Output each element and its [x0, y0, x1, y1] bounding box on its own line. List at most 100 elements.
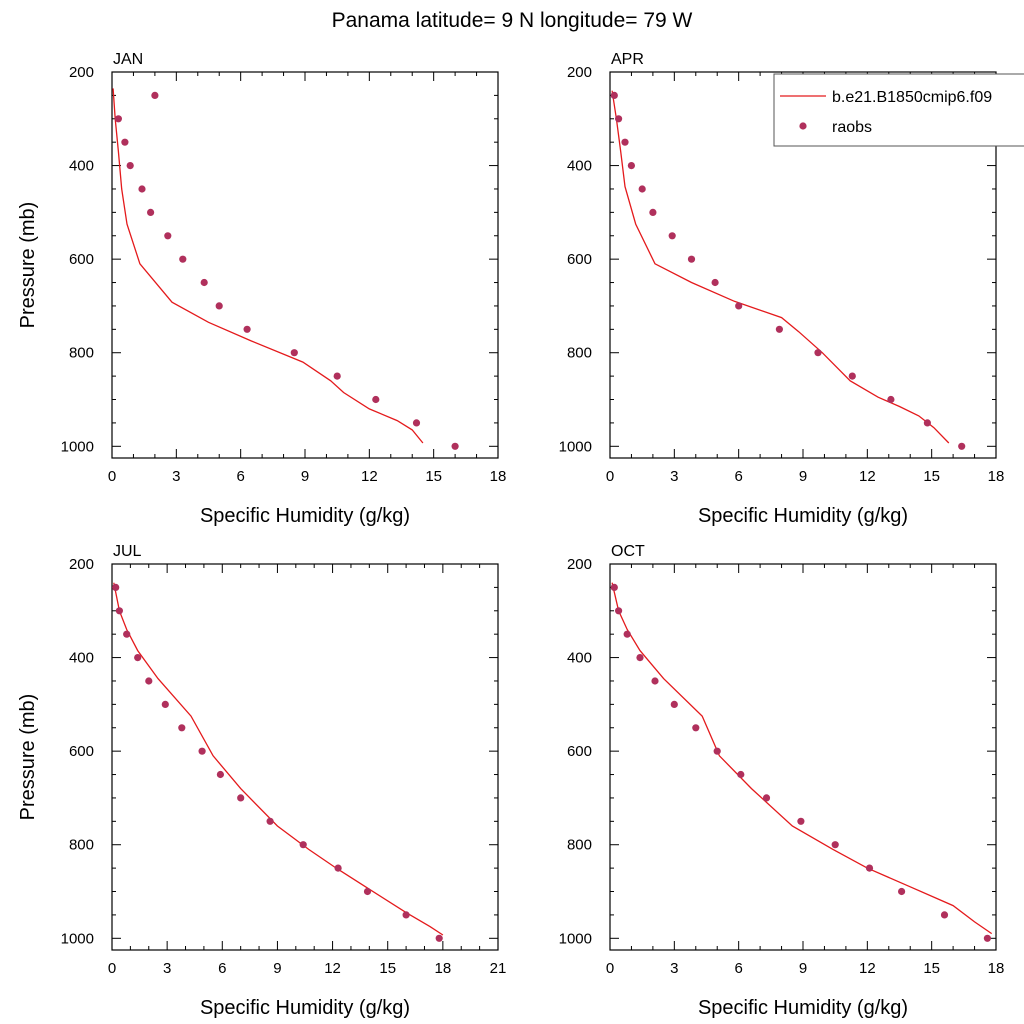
raobs-point	[151, 91, 159, 99]
x-tick-label: 6	[734, 960, 742, 977]
raobs-point	[147, 208, 155, 216]
x-axis-label: Specific Humidity (g/kg)	[200, 997, 410, 1019]
raobs-point	[115, 607, 123, 615]
y-tick-label: 800	[69, 837, 94, 854]
x-tick-label: 3	[670, 468, 678, 485]
raobs-point	[831, 841, 839, 849]
x-tick-label: 21	[490, 960, 507, 977]
y-tick-label: 600	[69, 743, 94, 760]
y-tick-label: 200	[567, 556, 592, 573]
x-tick-label: 9	[799, 468, 807, 485]
x-tick-label: 18	[988, 960, 1005, 977]
x-tick-label: 15	[425, 468, 442, 485]
x-tick-label: 18	[490, 468, 507, 485]
raobs-point	[237, 794, 245, 802]
x-tick-label: 18	[988, 468, 1005, 485]
y-tick-label: 1000	[61, 930, 94, 947]
raobs-point	[299, 841, 307, 849]
legend-dot-swatch	[799, 122, 807, 130]
x-tick-label: 9	[273, 960, 281, 977]
figure-title: Panama latitude= 9 N longitude= 79 W	[332, 9, 693, 32]
legend-box	[773, 73, 1024, 147]
raobs-point	[692, 724, 700, 732]
y-tick-label: 400	[69, 158, 94, 175]
panel-label: OCT	[611, 543, 645, 560]
x-tick-label: 3	[670, 960, 678, 977]
raobs-point	[290, 349, 298, 357]
y-tick-label: 600	[567, 743, 592, 760]
x-tick-label: 3	[172, 468, 180, 485]
x-tick-label: 0	[606, 960, 614, 977]
raobs-point	[687, 255, 696, 263]
x-tick-label: 15	[923, 960, 940, 977]
model-line	[611, 90, 950, 444]
raobs-point	[983, 934, 992, 942]
x-tick-label: 12	[324, 960, 341, 977]
raobs-point	[610, 583, 618, 592]
raobs-point	[114, 115, 122, 123]
raobs-point	[651, 677, 659, 685]
panel-jan: 0 3 6 9 12 15 18 200 400 600 800 1000 JAN Specific Hu…	[17, 51, 506, 527]
raobs-point	[649, 208, 657, 216]
raobs-point	[412, 419, 421, 427]
raobs-point	[215, 302, 223, 310]
raobs-point	[615, 115, 623, 123]
legend-obs-label: raobs	[832, 119, 872, 136]
y-tick-label: 800	[567, 837, 592, 854]
x-tick-label: 12	[859, 960, 876, 977]
raobs-point	[636, 654, 644, 662]
model-line	[113, 582, 444, 936]
y-axis-label: Pressure (mb)	[17, 694, 39, 821]
y-tick-label: 400	[567, 650, 592, 667]
raobs-point	[121, 138, 129, 146]
raobs-point	[179, 255, 187, 263]
y-tick-label: 400	[567, 158, 592, 175]
raobs-point	[126, 162, 134, 170]
raobs-point	[848, 372, 856, 380]
x-axis-label: Specific Humidity (g/kg)	[698, 505, 908, 527]
x-tick-label: 18	[435, 960, 452, 977]
panel-label: JAN	[113, 51, 143, 68]
raobs-point	[923, 419, 932, 427]
x-tick-label: 12	[859, 468, 876, 485]
raobs-point	[243, 325, 251, 333]
x-tick-label: 0	[606, 468, 614, 485]
model-line	[611, 582, 993, 935]
raobs-point	[435, 934, 443, 942]
raobs-point	[713, 747, 721, 755]
y-tick-label: 200	[69, 556, 94, 573]
y-tick-label: 200	[69, 64, 94, 81]
raobs-point	[138, 185, 146, 193]
raobs-point	[216, 770, 224, 779]
x-tick-label: 15	[379, 960, 396, 977]
x-tick-label: 3	[163, 960, 171, 977]
raobs-point	[814, 349, 822, 357]
raobs-point	[638, 185, 646, 193]
panel-label: APR	[611, 51, 644, 68]
raobs-point	[134, 654, 142, 662]
raobs-point	[112, 583, 120, 592]
raobs-point	[621, 138, 629, 146]
model-line	[112, 88, 424, 444]
x-tick-label: 9	[799, 960, 807, 977]
raobs-point	[898, 887, 906, 896]
raobs-point	[623, 630, 631, 638]
raobs-point	[775, 325, 784, 333]
raobs-point	[451, 442, 459, 450]
y-tick-label: 800	[567, 345, 592, 362]
y-axis-label: Pressure (mb)	[17, 202, 39, 329]
raobs-point	[123, 630, 131, 638]
legend: b.e21.B1850cmip6.f09 raobs	[773, 73, 1024, 147]
raobs-point	[735, 302, 743, 310]
raobs-point	[711, 278, 719, 287]
raobs-point	[865, 864, 874, 872]
raobs-point	[615, 607, 623, 615]
x-tick-label: 6	[236, 468, 244, 485]
raobs-point	[627, 162, 636, 170]
panel-oct: 0 3 6 9 12 15 18 200 400 600 800 1000 OCT Specific Hu…	[559, 543, 1005, 1019]
y-tick-label: 600	[567, 251, 592, 268]
x-tick-label: 0	[108, 468, 116, 485]
raobs-point	[266, 817, 274, 825]
